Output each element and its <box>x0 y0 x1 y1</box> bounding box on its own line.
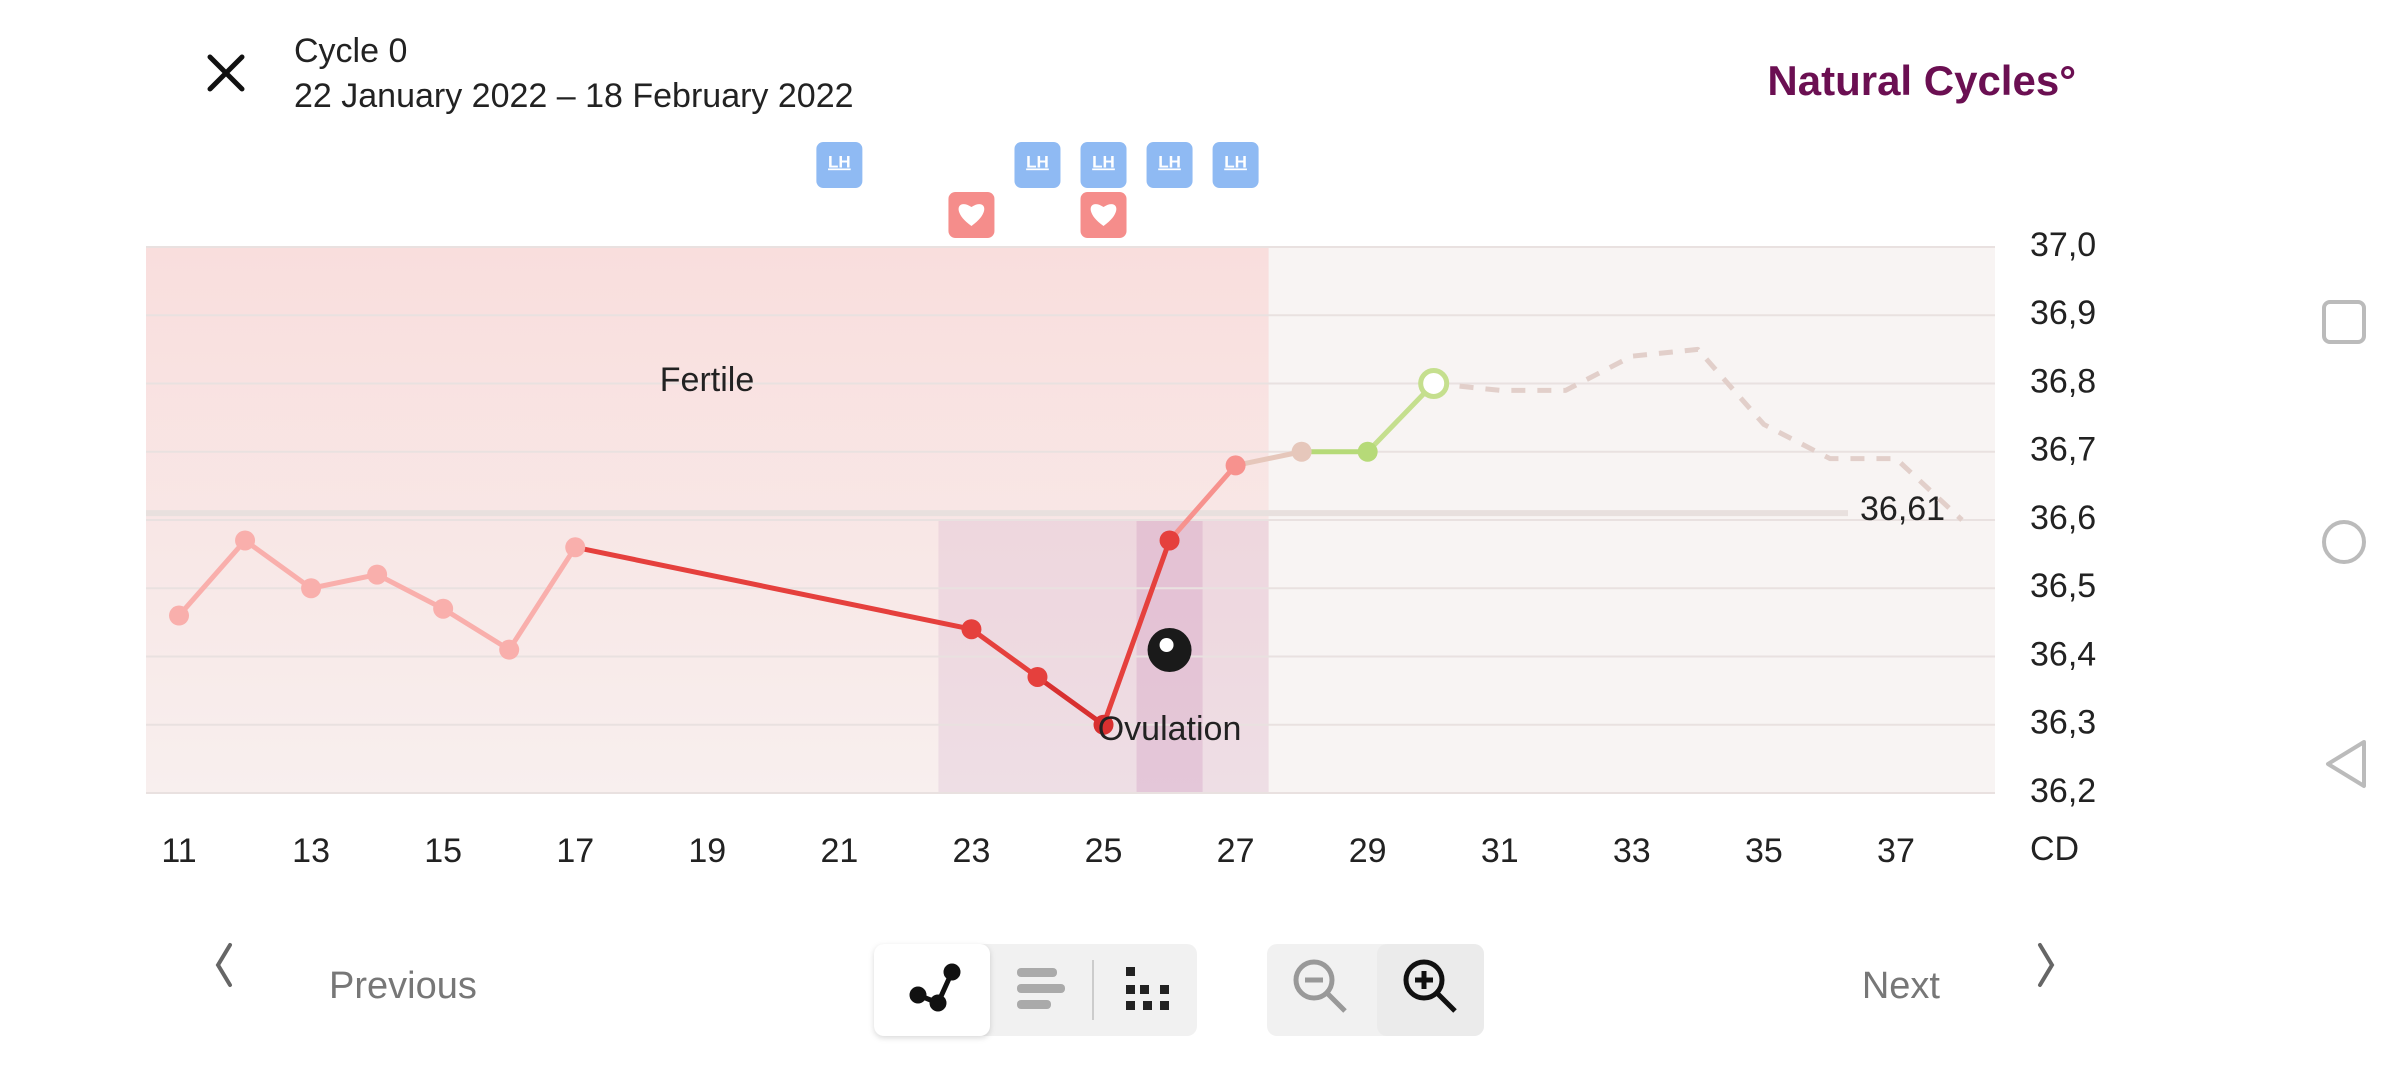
lh-test-label: LH <box>1158 152 1181 171</box>
graph-icon <box>909 963 961 1012</box>
previous-button[interactable]: Previous <box>215 943 477 1007</box>
lh-test-label: LH <box>1026 152 1049 171</box>
recents-button[interactable] <box>2322 300 2366 344</box>
temperature-point[interactable] <box>1093 714 1114 735</box>
temperature-segment <box>572 544 974 632</box>
previous-label: Previous <box>329 965 477 1007</box>
ovulation-marker-dot <box>1159 638 1174 652</box>
logo: Natural Cycles° <box>1767 57 2076 104</box>
x-tick-label: 37 <box>1877 832 1915 870</box>
temperature-segment <box>440 606 512 653</box>
graph-view-button[interactable] <box>874 944 990 1036</box>
next-label: Next <box>1862 965 1941 1007</box>
y-tick-label: 36,9 <box>2030 294 2096 332</box>
heart <box>958 204 985 226</box>
cycle-title: Cycle 0 <box>294 32 407 70</box>
temperature-point[interactable] <box>1418 368 1450 399</box>
next-button[interactable]: Next <box>1862 943 2055 1007</box>
x-tick-label: 33 <box>1613 832 1651 870</box>
lh-test-icon <box>816 142 863 188</box>
home-button[interactable] <box>2322 520 2366 564</box>
temperature-segment <box>374 572 446 612</box>
temperature-segment <box>242 537 314 591</box>
temperature-point[interactable] <box>301 578 322 599</box>
lh-test-icon <box>1146 142 1193 188</box>
zoom-in-icon <box>1403 959 1457 1013</box>
x-tick-label: 13 <box>292 832 330 870</box>
zoom-in-button[interactable] <box>1377 944 1484 1036</box>
prediction-line <box>1433 346 1964 522</box>
temperature-segment <box>176 537 248 619</box>
x-axis-label: CD <box>2030 830 2079 868</box>
x-tick-label: 25 <box>1085 832 1123 870</box>
fertile-label: Fertile <box>660 361 754 399</box>
plot: 36,2 36,3 36,4 36,5 36,6 36,7 36,8 36,9 37,0 11 13… <box>146 142 2096 870</box>
temperature-point[interactable] <box>499 639 520 660</box>
zoom-out-button[interactable] <box>1293 959 1347 1013</box>
y-tick-label: 36,4 <box>2030 635 2096 673</box>
temperature-point[interactable] <box>1225 455 1246 476</box>
x-tick-label: 23 <box>953 832 991 870</box>
temperature-segment <box>1233 449 1305 468</box>
cover-line-label: 36,61 <box>1860 490 1945 528</box>
back-button[interactable] <box>2326 740 2366 788</box>
x-tick-label: 19 <box>688 832 726 870</box>
temperature-segment <box>1167 462 1239 543</box>
temperature-point[interactable] <box>961 619 982 640</box>
temperature-point[interactable] <box>433 598 454 619</box>
lh-test-icon <box>1080 142 1127 188</box>
dots-view-button[interactable] <box>1126 967 1169 1010</box>
temperature-segment <box>968 626 1040 680</box>
x-tick-label: 17 <box>556 832 594 870</box>
x-tick-label: 35 <box>1745 832 1783 870</box>
ovulation-label: Ovulation <box>1098 710 1242 748</box>
temperature-point[interactable] <box>235 530 256 551</box>
close-button[interactable] <box>207 54 245 92</box>
y-tick-label: 37,0 <box>2030 226 2096 264</box>
temperature-segment <box>506 544 578 653</box>
temperature-segment <box>308 572 380 591</box>
temperature-point[interactable] <box>169 605 190 626</box>
temperature-point[interactable] <box>1159 530 1180 551</box>
lh-test-icon <box>1014 142 1061 188</box>
lh-test-label: LH <box>1092 152 1115 171</box>
lh-test-icon <box>1212 142 1259 188</box>
y-tick-label: 36,5 <box>2030 567 2096 605</box>
temperature-point[interactable] <box>565 537 586 558</box>
temperature-segment <box>1101 537 1173 728</box>
x-tick-label: 31 <box>1481 832 1519 870</box>
y-tick-label: 36,3 <box>2030 704 2096 742</box>
x-tick-label: 27 <box>1217 832 1255 870</box>
temperature-segment <box>1034 674 1107 728</box>
x-tick-label: 29 <box>1349 832 1387 870</box>
list-view-button[interactable] <box>1017 968 1065 1009</box>
temperature-point[interactable] <box>1027 666 1048 687</box>
lh-test-label: LH <box>828 152 851 171</box>
y-tick-label: 36,7 <box>2030 431 2096 469</box>
temperature-point[interactable] <box>367 564 388 585</box>
y-tick-label: 36,8 <box>2030 362 2096 400</box>
lh-test-label: LH <box>1224 152 1247 171</box>
heart <box>1090 204 1117 226</box>
y-tick-label: 36,2 <box>2030 772 2096 810</box>
x-tick-label: 15 <box>424 832 462 870</box>
y-tick-label: 36,6 <box>2030 499 2096 537</box>
temperature-point[interactable] <box>1291 441 1312 462</box>
x-tick-label: 21 <box>820 832 858 870</box>
temperature-point[interactable] <box>1357 441 1378 462</box>
cycle-dates: 22 January 2022 – 18 February 2022 <box>294 77 854 115</box>
x-tick-label: 11 <box>161 832 196 870</box>
temperature-segment <box>1365 381 1437 455</box>
